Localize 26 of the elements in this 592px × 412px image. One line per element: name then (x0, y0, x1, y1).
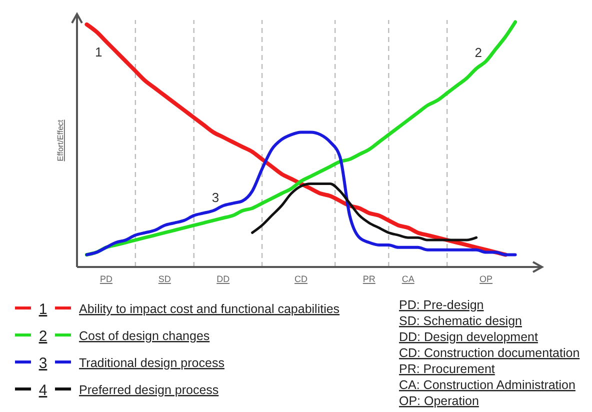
annotation: 3 (212, 190, 220, 205)
x-tick-label: PR (362, 274, 376, 284)
text: DD: Design development (399, 330, 538, 344)
x-tick-label: OP (480, 274, 493, 284)
text: CA: Construction Administration (399, 378, 576, 392)
annotation: 1 (94, 44, 102, 60)
text: OP: Operation (399, 394, 479, 408)
y-axis-title: Effort/Effect (56, 118, 65, 162)
x-tick-label: PD (100, 274, 113, 284)
text: PD: Pre-design (399, 298, 484, 312)
legend-label: Traditional design process (79, 356, 224, 370)
legend-label: Cost of design changes (79, 329, 210, 343)
legend-label: Preferred design process (79, 383, 219, 397)
text: 4 (38, 382, 48, 399)
text: 2 (38, 328, 48, 345)
x-tick-label: DD (216, 274, 230, 284)
x-tick-label: CD (294, 274, 308, 284)
text: CD: Construction documentation (399, 346, 580, 360)
annotation: 2 (474, 45, 482, 60)
text: PR: Procurement (399, 362, 496, 376)
x-tick-label: CA (402, 274, 414, 284)
legend-label: Ability to impact cost and functional capabilities (79, 302, 340, 316)
x-tick-label: SD (158, 274, 172, 284)
text: 1 (38, 301, 48, 318)
text: SD: Schematic design (399, 314, 522, 328)
text: 3 (38, 355, 48, 372)
